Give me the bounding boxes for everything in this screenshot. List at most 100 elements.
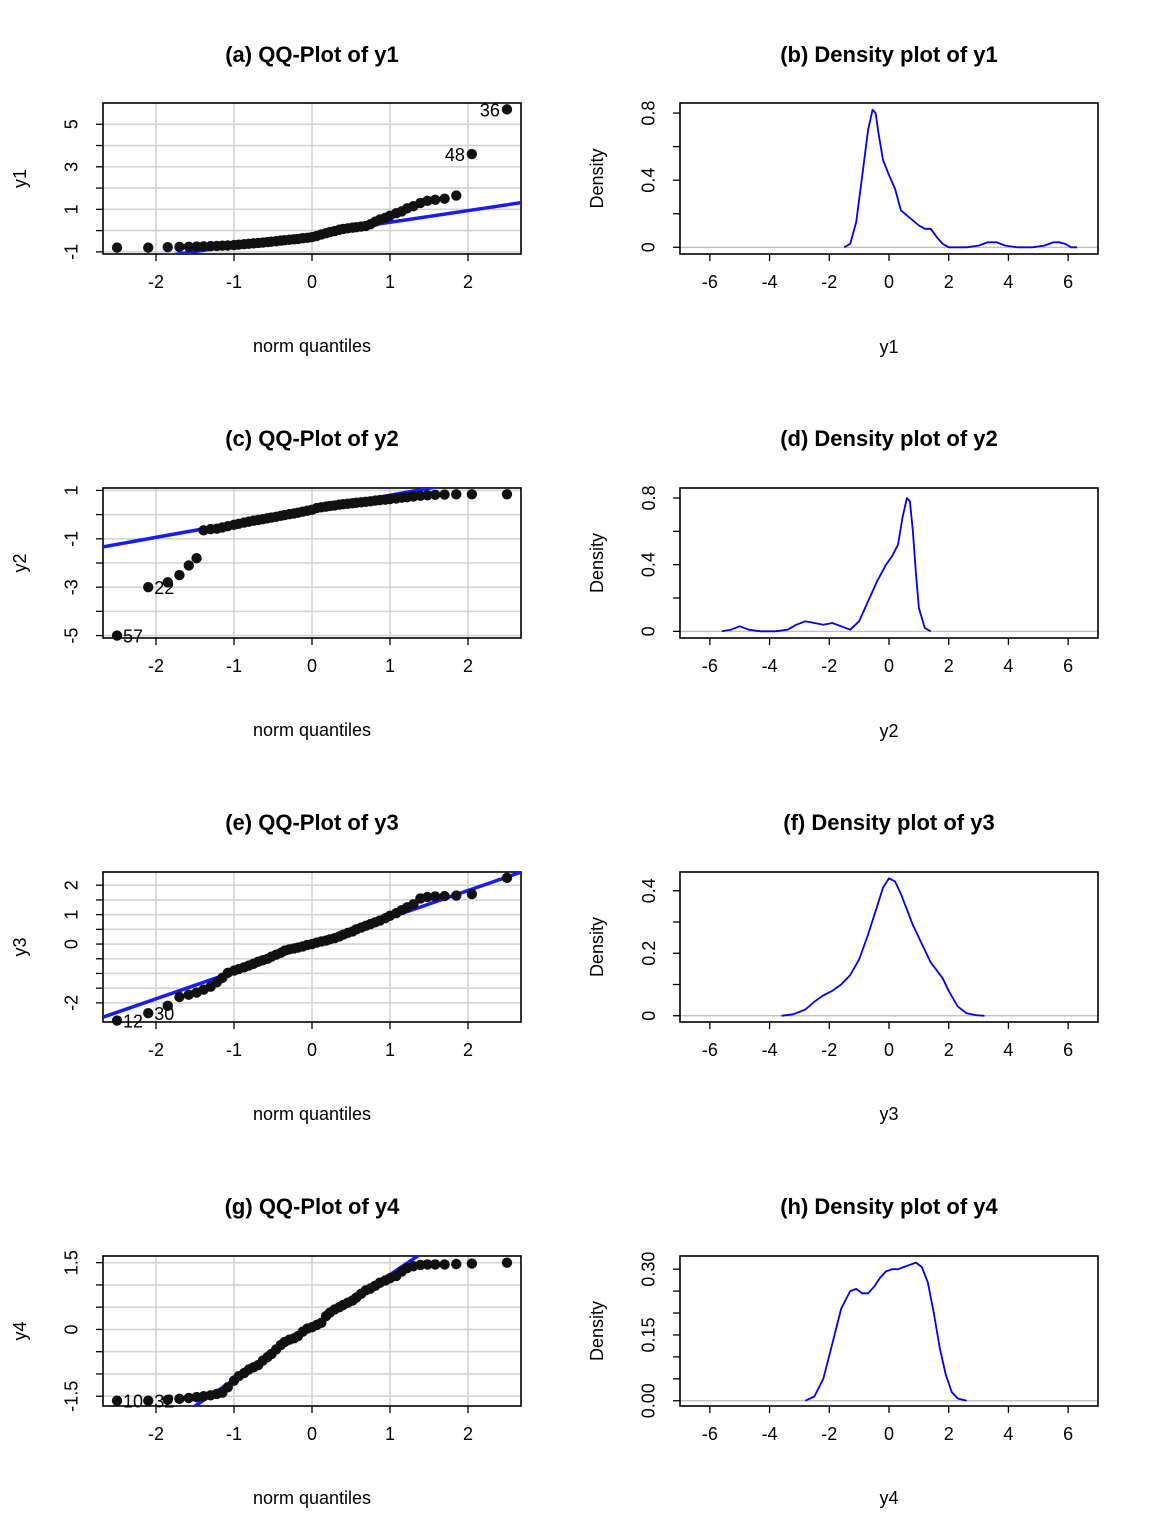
x-tick-label: 4 — [1003, 656, 1013, 676]
data-point — [222, 1382, 233, 1393]
data-point — [162, 577, 173, 588]
x-tick-label: -4 — [762, 1424, 778, 1444]
y-tick-label: 0.4 — [639, 878, 659, 903]
chart-title: (h) Density plot of y4 — [780, 1194, 998, 1219]
x-tick-label: 2 — [944, 656, 954, 676]
x-tick-label: -1 — [226, 272, 242, 292]
x-tick-label: 2 — [944, 1040, 954, 1060]
x-tick-label: -2 — [148, 1040, 164, 1060]
x-tick-label: 4 — [1003, 272, 1013, 292]
plot-frame — [679, 102, 1099, 255]
y-tick-label: 0.30 — [639, 1252, 659, 1287]
density-curve — [781, 877, 985, 1017]
x-tick-label: -2 — [148, 656, 164, 676]
x-tick-label: 0 — [884, 656, 894, 676]
data-point — [174, 241, 185, 253]
data-point — [143, 1395, 154, 1406]
x-tick-label: 2 — [463, 272, 473, 292]
x-tick-label: -2 — [821, 1040, 837, 1060]
data-point — [422, 1259, 433, 1270]
x-tick-label: -1 — [226, 656, 242, 676]
chart-title: (d) Density plot of y2 — [780, 426, 998, 451]
y-tick-label: 0 — [62, 1324, 82, 1334]
y-tick-label: 0 — [639, 1011, 659, 1021]
point-label: 10 — [123, 1392, 143, 1412]
y-tick-label: -1.5 — [62, 1381, 82, 1412]
data-point — [174, 991, 185, 1003]
y-tick-label: 5 — [62, 119, 82, 129]
data-point — [451, 1258, 462, 1270]
x-axis-label: norm quantiles — [253, 1488, 371, 1508]
y-tick-label: 0.8 — [639, 485, 659, 510]
data-point — [501, 872, 513, 884]
chart-title: (b) Density plot of y1 — [780, 42, 998, 67]
x-axis-label: y3 — [879, 1104, 898, 1124]
x-tick-label: -6 — [702, 656, 718, 676]
point-label: 57 — [123, 627, 143, 647]
x-tick-label: 0 — [884, 272, 894, 292]
y-axis-label: Density — [587, 148, 607, 208]
data-point — [466, 148, 478, 160]
panel-d-density-plot-y2: (d) Density plot of y2 -6 -4 -2 0 2 4 6 0 0.4 0.8 y… — [587, 426, 1099, 741]
y-axis-label: y2 — [10, 553, 30, 572]
data-point — [162, 241, 173, 253]
y-tick-label: 0.00 — [639, 1383, 659, 1418]
data-point — [439, 489, 450, 500]
data-point — [422, 490, 433, 501]
x-tick-label: -2 — [821, 1424, 837, 1444]
x-tick-label: -2 — [148, 1424, 164, 1444]
x-tick-label: -6 — [702, 1424, 718, 1444]
data-point — [162, 1000, 173, 1012]
point-label: 48 — [445, 145, 465, 165]
panel-h-density-plot-y4: (h) Density plot of y4 -6 -4 -2 0 2 4 6 0.00 0.15… — [587, 1194, 1099, 1508]
x-axis-label: norm quantiles — [253, 720, 371, 740]
plot-area — [781, 877, 985, 1017]
x-tick-label: -4 — [762, 272, 778, 292]
y-tick-label: -1 — [62, 244, 82, 260]
data-point — [430, 891, 441, 902]
data-point — [408, 899, 419, 910]
x-tick-label: 0 — [307, 1424, 317, 1444]
plot-frame — [679, 871, 1099, 1023]
data-point — [422, 891, 433, 903]
y-axis-label: Density — [587, 917, 607, 977]
y-axis-label: Density — [587, 533, 607, 593]
x-axis-label: norm quantiles — [253, 1104, 371, 1124]
data-point — [451, 190, 462, 201]
plot-frame — [679, 1255, 1099, 1407]
data-point — [191, 552, 202, 564]
data-point — [501, 489, 513, 500]
point-label: 30 — [154, 1004, 174, 1024]
density-curve — [843, 108, 1078, 249]
x-tick-label: -2 — [821, 656, 837, 676]
x-axis-label: norm quantiles — [253, 336, 371, 356]
plot-area — [843, 108, 1078, 249]
x-tick-label: 0 — [307, 272, 317, 292]
y-tick-label: 0.4 — [639, 168, 659, 193]
y-tick-label: 0 — [639, 242, 659, 252]
data-point — [111, 1395, 123, 1406]
y-tick-label: 3 — [62, 162, 82, 172]
x-tick-label: 2 — [463, 656, 473, 676]
x-tick-label: 6 — [1063, 272, 1073, 292]
y-tick-label: -5 — [62, 628, 82, 644]
data-point — [501, 104, 513, 115]
y-tick-label: 2 — [62, 880, 82, 890]
x-tick-label: 1 — [385, 1424, 395, 1444]
x-tick-label: 0 — [307, 1040, 317, 1060]
x-tick-label: -4 — [762, 656, 778, 676]
data-point — [501, 1257, 513, 1268]
y-tick-label: 1 — [62, 910, 82, 920]
y-tick-label: 0 — [62, 939, 82, 949]
chart-title: (f) Density plot of y3 — [783, 810, 994, 835]
x-tick-label: -6 — [702, 272, 718, 292]
density-curve — [805, 1261, 967, 1402]
y-tick-label: -3 — [62, 579, 82, 595]
data-point — [111, 242, 123, 253]
data-point — [111, 630, 123, 641]
data-point — [451, 890, 462, 901]
data-point — [183, 989, 194, 1000]
data-point — [430, 194, 441, 205]
chart-title: (a) QQ-Plot of y1 — [225, 42, 399, 67]
